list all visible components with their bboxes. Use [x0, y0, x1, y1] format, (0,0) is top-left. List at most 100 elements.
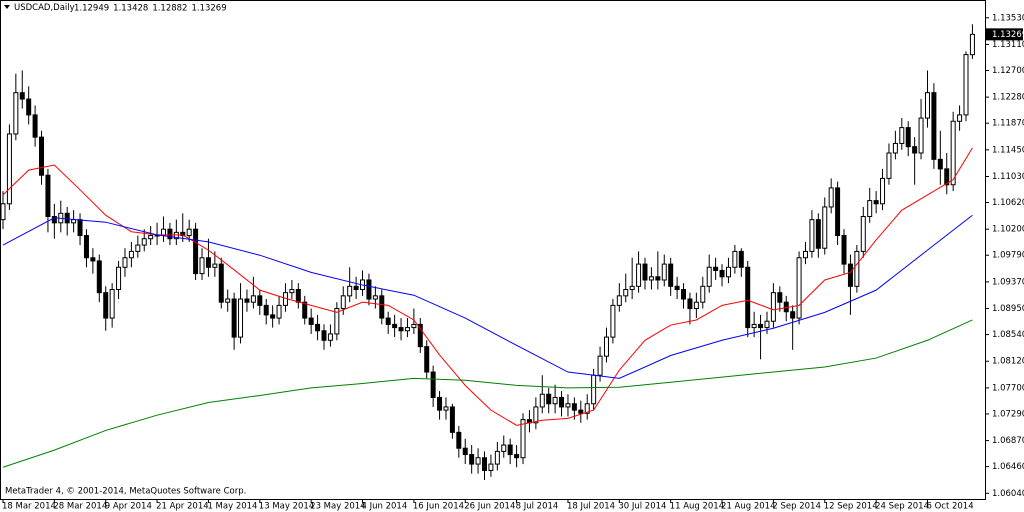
- candle-body: [559, 396, 565, 408]
- candle-body: [340, 295, 346, 310]
- candle-body: [719, 269, 725, 278]
- candle-body: [931, 92, 937, 160]
- candle-body: [706, 266, 712, 287]
- candle-body: [623, 288, 629, 297]
- menu-arrow[interactable]: [4, 5, 10, 9]
- candle-body: [886, 152, 892, 179]
- candle-body: [141, 238, 147, 246]
- candle-body: [116, 266, 122, 290]
- quote-close: 1.13269: [191, 3, 226, 13]
- candle-body: [218, 263, 224, 303]
- candle-body: [648, 276, 654, 281]
- x-tick-label: 4 Jun 2014: [362, 502, 408, 512]
- y-tick-label: 1.06870: [992, 436, 1024, 446]
- candle-body: [661, 263, 667, 281]
- candle-body: [732, 250, 738, 268]
- footer: MetaTrader 4, © 2001-2014, MetaQuotes So…: [5, 487, 246, 497]
- y-tick-label: 1.11870: [992, 119, 1024, 129]
- candle-body: [186, 228, 192, 237]
- x-tick-label: 9 Apr 2014: [105, 502, 152, 512]
- candle-body: [148, 235, 154, 240]
- candle-body: [475, 457, 481, 465]
- x-tick-label: 26 Jun 2014: [464, 502, 515, 512]
- candle-body: [822, 206, 828, 249]
- candle-body: [456, 431, 462, 449]
- candle-body: [302, 301, 308, 319]
- quote-low: 1.12882: [152, 3, 187, 13]
- candle-body: [225, 298, 231, 303]
- candle-body: [71, 219, 77, 224]
- y-tick-label: 1.10200: [992, 225, 1024, 235]
- candle-body: [764, 320, 770, 329]
- candle-body: [738, 250, 744, 268]
- candle-body: [725, 266, 731, 278]
- y-tick-label: 1.06460: [992, 462, 1024, 472]
- candle-body: [565, 403, 571, 408]
- candle-body: [700, 285, 706, 303]
- candle-body: [950, 120, 956, 186]
- candle-body: [205, 257, 211, 268]
- candle-body: [315, 323, 321, 332]
- candle-body: [616, 295, 622, 306]
- y-tick-label: 1.13530: [992, 13, 1024, 23]
- candle-body: [238, 298, 244, 338]
- candle-body: [449, 406, 455, 433]
- candle-body: [39, 136, 45, 176]
- candle-body: [546, 393, 552, 405]
- candle-body: [828, 187, 834, 208]
- candle-body: [289, 288, 295, 294]
- candle-body: [103, 292, 109, 319]
- candle-body: [212, 263, 218, 268]
- candle-body: [918, 117, 924, 154]
- candle-body: [231, 298, 237, 338]
- candle-body: [19, 92, 25, 100]
- candle-body: [45, 174, 51, 217]
- y-tick-label: 1.10620: [992, 198, 1024, 208]
- candle-body: [276, 304, 282, 319]
- x-tick-label: 18 Jul 2014: [567, 502, 615, 512]
- y-tick-label: 1.06040: [992, 489, 1024, 499]
- candle-body: [892, 142, 898, 154]
- candle-body: [539, 393, 545, 408]
- candle-body: [963, 54, 969, 116]
- candle-body: [860, 215, 866, 252]
- x-tick-label: 16 Jun 2014: [413, 502, 464, 512]
- y-tick-label: 1.13110: [992, 40, 1024, 50]
- x-tick-label: 18 Mar 2014: [2, 502, 56, 512]
- x-tick-label: 6 Oct 2014: [926, 502, 973, 512]
- candle-body: [295, 288, 301, 303]
- y-tick-label: 1.09790: [992, 251, 1024, 261]
- candle-body: [0, 203, 6, 221]
- candle-body: [32, 114, 38, 138]
- candle-body: [6, 133, 12, 205]
- candle-body: [263, 304, 269, 316]
- candle-body: [173, 231, 179, 240]
- x-tick-label: 13 May 2014: [259, 502, 314, 512]
- candle-body: [796, 257, 802, 319]
- candle-body: [167, 228, 173, 240]
- candle-body: [83, 235, 89, 259]
- x-tick-label: 11 Aug 2014: [670, 502, 724, 512]
- y-tick-label: 1.11450: [992, 145, 1024, 155]
- candle-body: [424, 346, 430, 373]
- chart-title: USDCAD,Daily: [14, 3, 75, 13]
- candle-body: [411, 323, 417, 329]
- candle-body: [841, 235, 847, 265]
- current-price-box: [986, 28, 1023, 41]
- candle-body: [51, 215, 57, 224]
- candle-body: [693, 301, 699, 310]
- candle-body: [969, 33, 975, 56]
- candle-body: [578, 409, 584, 414]
- candle-body: [244, 298, 250, 303]
- plot-frame: [0, 0, 986, 500]
- candle-body: [488, 463, 494, 471]
- x-tick-label: 8 Jul 2014: [516, 502, 559, 512]
- candle-body: [135, 244, 141, 252]
- candle-body: [751, 323, 757, 329]
- y-tick-label: 1.08950: [992, 304, 1024, 314]
- candle-body: [96, 260, 102, 294]
- y-tick-label: 1.11030: [992, 172, 1024, 182]
- candle-body: [655, 276, 661, 281]
- x-tick-label: 21 Apr 2014: [156, 502, 209, 512]
